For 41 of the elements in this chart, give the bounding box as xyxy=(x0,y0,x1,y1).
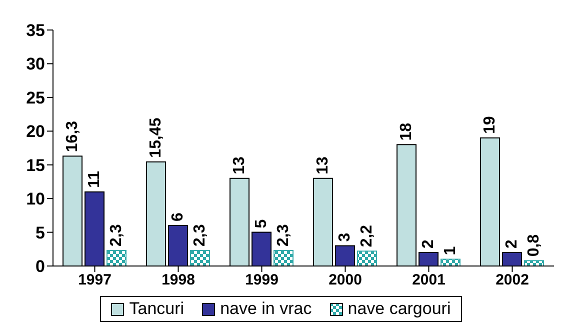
y-tick-label: 10 xyxy=(26,190,45,209)
bar xyxy=(274,250,294,266)
data-label: 0,8 xyxy=(526,234,543,257)
data-label: 6 xyxy=(170,212,187,222)
bar xyxy=(524,260,544,266)
data-label: 13 xyxy=(314,156,332,174)
bar xyxy=(440,258,461,266)
bar xyxy=(190,250,210,266)
x-tick-label: 2002 xyxy=(496,272,529,289)
data-label: 1 xyxy=(442,246,460,256)
y-tick-label: 20 xyxy=(26,122,45,142)
y-tick-label: 15 xyxy=(26,156,45,175)
data-label: 5 xyxy=(253,219,270,228)
bar xyxy=(357,250,378,266)
x-tick-label: 1998 xyxy=(162,272,195,289)
y-tick-label: 0 xyxy=(36,257,45,276)
x-tick-label: 1997 xyxy=(78,272,112,289)
data-label: 19 xyxy=(482,116,499,134)
data-label: 16,3 xyxy=(64,120,82,152)
x-tick-label: 2001 xyxy=(412,272,446,289)
data-label: 2 xyxy=(420,240,438,249)
x-tick-label: 2000 xyxy=(328,272,362,289)
data-label: 2,3 xyxy=(275,224,292,246)
data-label: 2,3 xyxy=(192,224,209,246)
y-tick-label: 25 xyxy=(26,88,45,108)
data-label: 18 xyxy=(398,122,416,141)
y-tick-label: 5 xyxy=(36,223,45,242)
legend-label: nave in vrac xyxy=(220,299,312,319)
data-label: 13 xyxy=(231,156,248,174)
legend-label: nave cargouri xyxy=(348,299,451,319)
data-label: 15,45 xyxy=(148,118,165,158)
data-label: 2 xyxy=(504,240,521,249)
legend-label: Tancuri xyxy=(129,299,184,319)
data-label: 2,3 xyxy=(108,224,126,246)
data-label: 2,2 xyxy=(358,224,376,248)
data-label: 11 xyxy=(86,170,104,188)
bar xyxy=(106,250,127,266)
data-label: 3 xyxy=(336,232,354,242)
y-tick-label: 30 xyxy=(26,54,45,74)
x-tick-label: 1999 xyxy=(245,272,278,289)
y-tick-label: 35 xyxy=(26,21,45,40)
